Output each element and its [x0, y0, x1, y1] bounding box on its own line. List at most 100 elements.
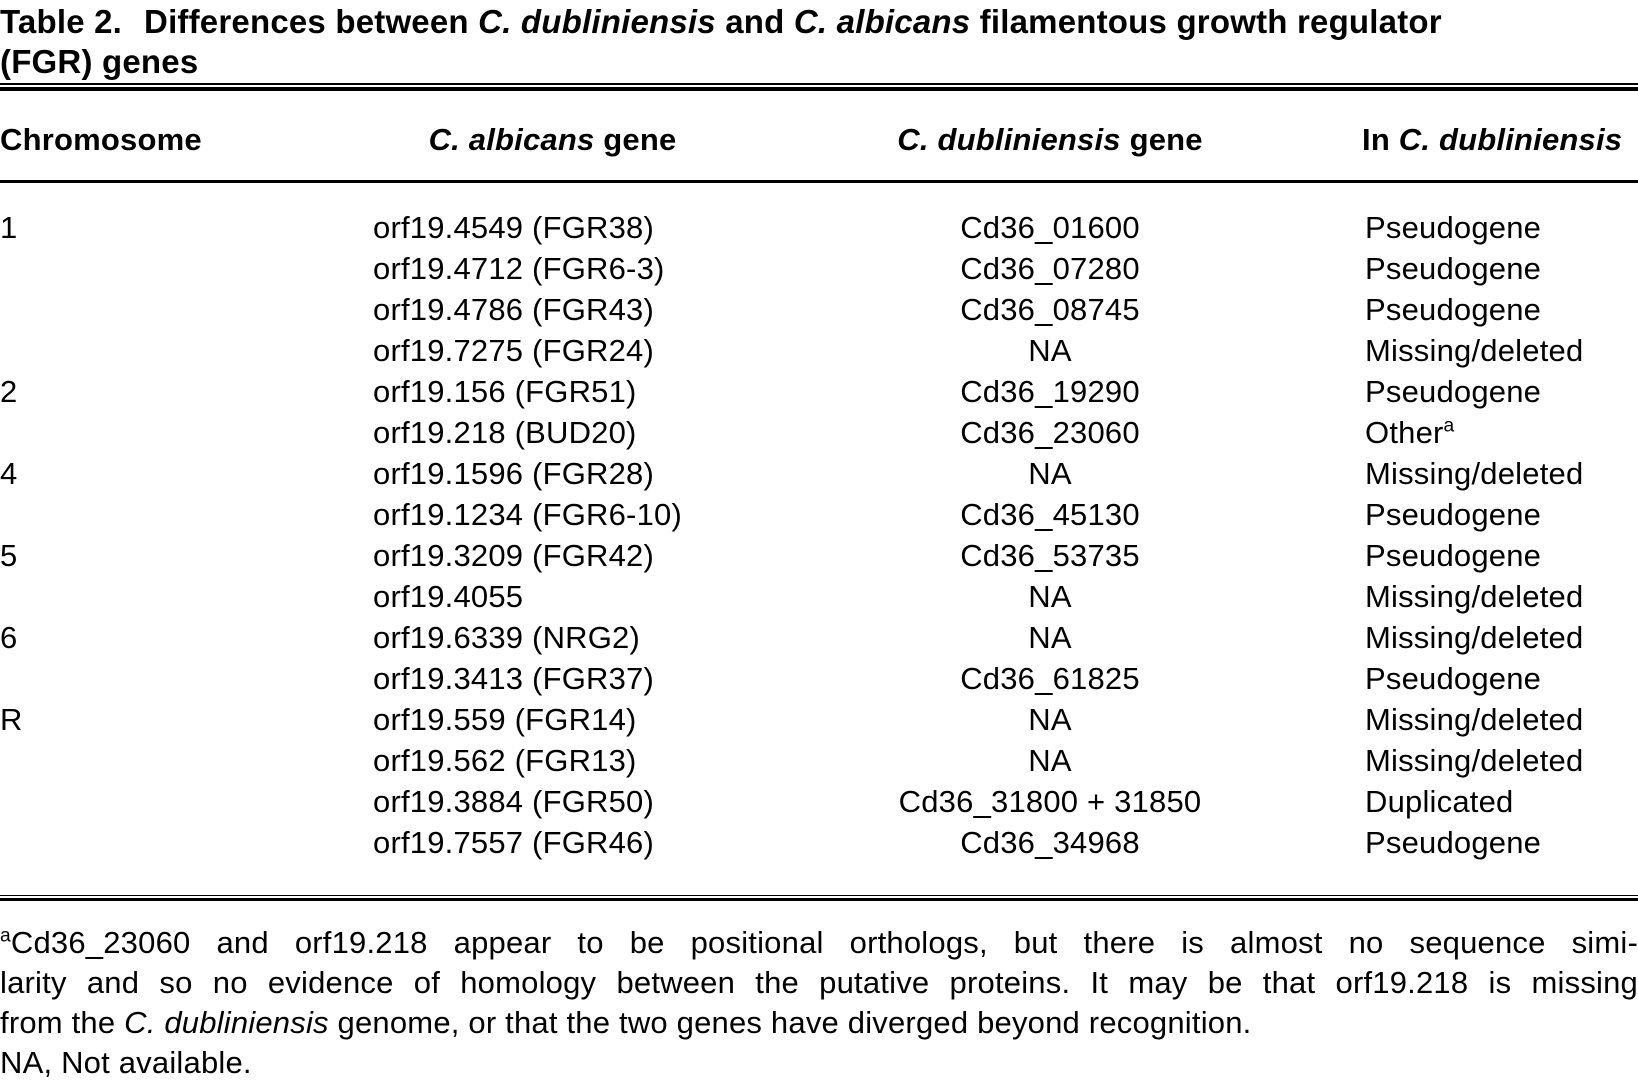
- cell-status: Missing/deleted: [1365, 333, 1584, 368]
- cell-dubliniensis-gene: NA: [1028, 579, 1072, 614]
- table-row: 5 orf19.3209 (FGR42) Cd36_53735 Pseudogene: [0, 535, 1638, 576]
- cell-albicans-gene: orf19.4786 (FGR43): [373, 292, 655, 327]
- cell-albicans-gene: orf19.4549 (FGR38): [373, 210, 655, 245]
- column-header-albicans-gene: C. albicans gene: [373, 91, 760, 183]
- cell-dubliniensis-gene: Cd36_34968: [960, 825, 1140, 860]
- cell-dubliniensis-gene: Cd36_01600: [960, 210, 1140, 245]
- cell-chromosome: [0, 781, 373, 822]
- cell-dubliniensis-gene: NA: [1028, 743, 1072, 778]
- cell-status: Duplicated: [1365, 784, 1514, 819]
- footnote-species-dubliniensis: C. dubliniensis: [124, 1005, 329, 1040]
- table-row: 2 orf19.156 (FGR51) Cd36_19290 Pseudogene: [0, 371, 1638, 412]
- cell-dubliniensis-gene: NA: [1028, 456, 1072, 491]
- table-row: orf19.1234 (FGR6-10) Cd36_45130 Pseudogene: [0, 494, 1638, 535]
- table-header: Chromosome C. albicans gene C. dublinien…: [0, 91, 1638, 183]
- cell-dubliniensis-gene: NA: [1028, 620, 1072, 655]
- cell-status: Pseudogene: [1365, 497, 1542, 532]
- table-row: orf19.3413 (FGR37) Cd36_61825 Pseudogene: [0, 658, 1638, 699]
- table-row: 1 orf19.4549 (FGR38) Cd36_01600 Pseudogene: [0, 182, 1638, 249]
- cell-albicans-gene: orf19.559 (FGR14): [373, 702, 637, 737]
- cell-chromosome: [0, 412, 373, 453]
- cell-albicans-gene: orf19.3884 (FGR50): [373, 784, 655, 819]
- table-footnote: aCd36_23060 and orf19.218 appear to be p…: [0, 923, 1638, 1083]
- fgr-gene-table: Chromosome C. albicans gene C. dublinien…: [0, 91, 1638, 895]
- cell-albicans-gene: orf19.562 (FGR13): [373, 743, 637, 778]
- table-row: orf19.3884 (FGR50) Cd36_31800 + 31850 Dupl…: [0, 781, 1638, 822]
- table-row: orf19.4055 NA Missing/deleted: [0, 576, 1638, 617]
- table-row: orf19.4786 (FGR43) Cd36_08745 Pseudogene: [0, 289, 1638, 330]
- cell-chromosome: [0, 330, 373, 371]
- cell-status: Missing/deleted: [1365, 620, 1584, 655]
- cell-albicans-gene: orf19.1596 (FGR28): [373, 456, 655, 491]
- table-row: orf19.218 (BUD20) Cd36_23060 Othera: [0, 412, 1638, 453]
- column-header-chromosome: Chromosome: [0, 91, 373, 183]
- footnote-line1: aCd36_23060 and orf19.218 appear to be p…: [0, 925, 1638, 960]
- column-header-in-dubliniensis: In C. dubliniensis: [1340, 91, 1638, 183]
- cell-albicans-gene: orf19.156 (FGR51): [373, 374, 637, 409]
- cell-dubliniensis-gene: Cd36_07280: [960, 251, 1140, 286]
- table-row: orf19.562 (FGR13) NA Missing/deleted: [0, 740, 1638, 781]
- cell-status: Pseudogene: [1365, 825, 1542, 860]
- cell-chromosome: [0, 576, 373, 617]
- table-row: orf19.7275 (FGR24) NA Missing/deleted: [0, 330, 1638, 371]
- title-seg3: filamentous growth regulator: [970, 3, 1442, 40]
- column-header-dubliniensis-gene: C. dubliniensis gene: [760, 91, 1340, 183]
- table-title: Table 2. Differences between C. dublinien…: [0, 0, 1638, 82]
- cell-dubliniensis-gene: NA: [1028, 333, 1072, 368]
- table-body: 1 orf19.4549 (FGR38) Cd36_01600 Pseudogene o…: [0, 182, 1638, 896]
- table-top-rule: [0, 83, 1638, 91]
- cell-albicans-gene: orf19.3209 (FGR42): [373, 538, 655, 573]
- table-bottom-rule: [0, 895, 1638, 901]
- cell-albicans-gene: orf19.1234 (FGR6-10): [373, 497, 682, 532]
- cell-dubliniensis-gene: Cd36_19290: [960, 374, 1140, 409]
- table-title-line2: (FGR) genes: [0, 43, 199, 80]
- cell-albicans-gene: orf19.218 (BUD20): [373, 415, 637, 450]
- cell-chromosome: [0, 248, 373, 289]
- cell-status: Pseudogene: [1365, 251, 1542, 286]
- status-footnote-marker: a: [1443, 415, 1455, 437]
- title-seg2: and: [715, 3, 794, 40]
- cell-status: Othera: [1365, 415, 1455, 450]
- cell-status: Missing/deleted: [1365, 743, 1584, 778]
- cell-dubliniensis-gene: Cd36_53735: [960, 538, 1140, 573]
- cell-chromosome: 4: [0, 456, 18, 491]
- title-species-dubliniensis: C. dubliniensis: [478, 3, 716, 40]
- cell-albicans-gene: orf19.3413 (FGR37): [373, 661, 655, 696]
- cell-status: Missing/deleted: [1365, 702, 1584, 737]
- table-number-label: Table 2.: [0, 3, 123, 40]
- cell-dubliniensis-gene: Cd36_23060: [960, 415, 1140, 450]
- cell-dubliniensis-gene: NA: [1028, 702, 1072, 737]
- cell-status: Missing/deleted: [1365, 456, 1584, 491]
- cell-status: Pseudogene: [1365, 292, 1542, 327]
- table-row: 6 orf19.6339 (NRG2) NA Missing/deleted: [0, 617, 1638, 658]
- cell-albicans-gene: orf19.4055: [373, 579, 524, 614]
- cell-albicans-gene: orf19.7557 (FGR46): [373, 825, 655, 860]
- table-header-row: Chromosome C. albicans gene C. dublinien…: [0, 91, 1638, 183]
- cell-dubliniensis-gene: Cd36_31800 + 31850: [898, 784, 1202, 819]
- table-row: orf19.4712 (FGR6-3) Cd36_07280 Pseudogene: [0, 248, 1638, 289]
- cell-dubliniensis-gene: Cd36_08745: [960, 292, 1140, 327]
- table-row: orf19.7557 (FGR46) Cd36_34968 Pseudogene: [0, 822, 1638, 895]
- cell-chromosome: 1: [0, 210, 18, 245]
- cell-chromosome: [0, 494, 373, 535]
- cell-dubliniensis-gene: Cd36_45130: [960, 497, 1140, 532]
- cell-chromosome: 5: [0, 538, 18, 573]
- table-row: 4 orf19.1596 (FGR28) NA Missing/deleted: [0, 453, 1638, 494]
- cell-chromosome: [0, 822, 373, 895]
- table-title-line1: Table 2. Differences between C. dublinien…: [0, 2, 1638, 42]
- footnote-line2: larity and so no evidence of homology be…: [0, 965, 1638, 1000]
- cell-albicans-gene: orf19.4712 (FGR6-3): [373, 251, 665, 286]
- title-species-albicans: C. albicans: [793, 3, 971, 40]
- footnote-na-definition: NA, Not available.: [0, 1045, 252, 1080]
- cell-status: Pseudogene: [1365, 538, 1542, 573]
- cell-status: Pseudogene: [1365, 210, 1542, 245]
- cell-status: Pseudogene: [1365, 661, 1542, 696]
- cell-albicans-gene: orf19.6339 (NRG2): [373, 620, 641, 655]
- cell-status: Missing/deleted: [1365, 579, 1584, 614]
- cell-chromosome: 2: [0, 374, 18, 409]
- cell-chromosome: [0, 658, 373, 699]
- cell-chromosome: 6: [0, 620, 18, 655]
- footnote-line3: from the C. dubliniensis genome, or that…: [0, 1005, 1252, 1040]
